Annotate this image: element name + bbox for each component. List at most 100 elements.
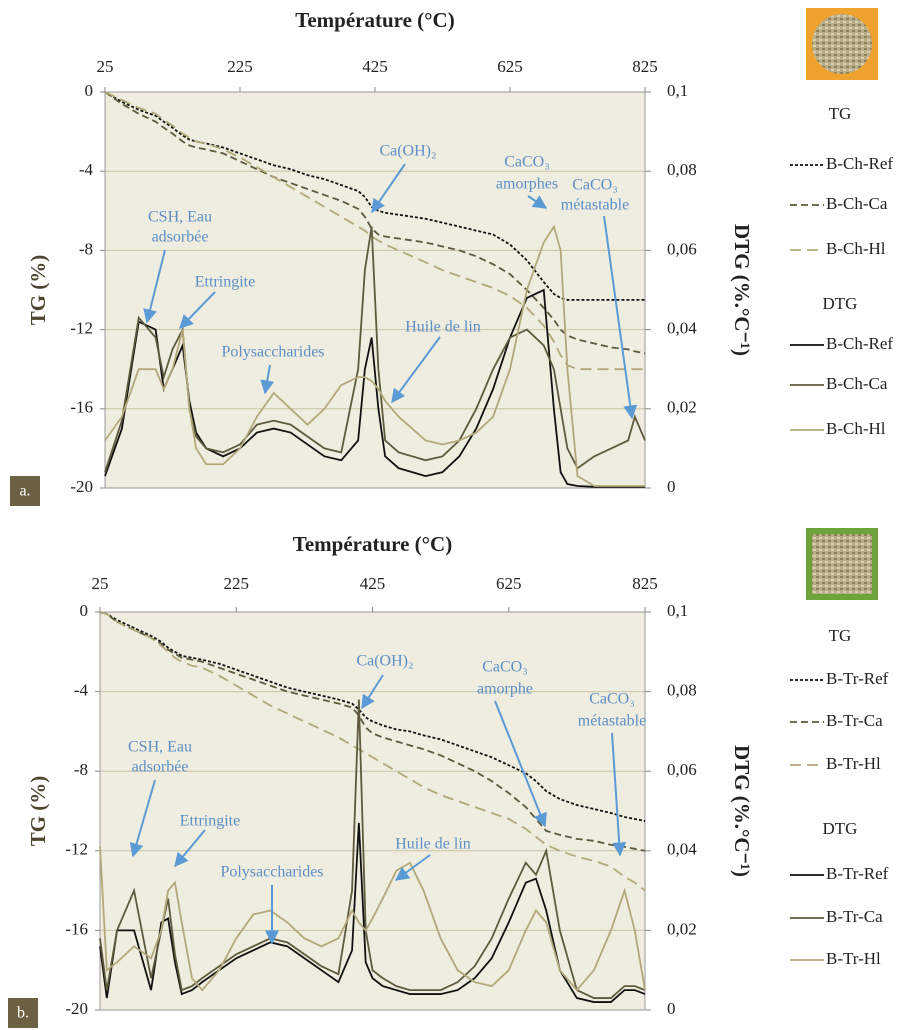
sample-thumbnail-b <box>806 528 878 600</box>
y2-tick-label: 0,04 <box>667 840 697 859</box>
tg-line <box>104 91 645 301</box>
annotation: amorphe <box>477 681 533 698</box>
panel-label: b. <box>17 1005 29 1022</box>
y2-tick-label: 0,1 <box>667 601 688 620</box>
legend-title: TG <box>829 104 852 123</box>
legend-label: B-Ch-Ref <box>826 334 893 353</box>
annotation: Ettringite <box>180 813 240 830</box>
annotation-arrow <box>527 195 548 209</box>
panel-label: a. <box>19 483 30 500</box>
x-tick-label: 825 <box>632 57 658 76</box>
panel-label-box <box>8 998 38 1028</box>
legend-title: TG <box>829 626 852 645</box>
annotation-arrow <box>174 829 206 868</box>
y-tick-label: 0 <box>80 601 89 620</box>
y2-axis-title: DTG (%.°C⁻¹) <box>730 224 754 356</box>
legend-label: B-Tr-Hl <box>826 754 881 773</box>
y-tick-label: -4 <box>79 160 94 179</box>
y-tick-label: -12 <box>70 319 93 338</box>
y-tick-label: -4 <box>74 681 89 700</box>
annotation: Ettringite <box>195 274 255 291</box>
y-tick-label: -16 <box>65 919 88 938</box>
legend-label: B-Tr-Ca <box>826 711 883 730</box>
annotation: Ca(OH)₂ <box>356 653 413 670</box>
x-axis-title: Température (°C) <box>295 8 454 32</box>
annotation: CaCO₃ <box>482 659 528 676</box>
y2-tick-label: 0,08 <box>667 681 697 700</box>
annotation: Ca(OH)₂ <box>379 143 436 160</box>
x-tick-label: 425 <box>362 57 388 76</box>
annotation-arrow <box>371 163 406 214</box>
y2-tick-label: 0,06 <box>667 239 697 258</box>
x-tick-label: 625 <box>496 574 522 593</box>
annotation-arrow <box>179 291 216 330</box>
y-tick-label: -8 <box>79 239 93 258</box>
dtg-line <box>99 822 646 1003</box>
annotation: CaCO₃ <box>504 154 550 171</box>
x-axis-title: Température (°C) <box>293 532 452 556</box>
annotation: métastable <box>561 197 629 214</box>
legend-label: B-Ch-Ref <box>826 154 893 173</box>
tg-line <box>99 611 646 892</box>
x-tick-label: 25 <box>97 57 114 76</box>
y-tick-label: -20 <box>65 999 88 1018</box>
tg-line <box>104 91 645 371</box>
legend-label: B-Tr-Ref <box>826 669 889 688</box>
annotation-arrow <box>494 700 547 828</box>
tg-line <box>104 91 646 355</box>
x-tick-label: 25 <box>92 574 109 593</box>
y-tick-label: -12 <box>65 840 88 859</box>
annotation-arrow <box>603 215 638 420</box>
annotation: Huile de lin <box>405 319 481 336</box>
y2-tick-label: 0,06 <box>667 760 697 779</box>
x-tick-label: 825 <box>632 574 658 593</box>
annotation-arrow <box>611 732 627 857</box>
y-axis-title: TG (%) <box>26 255 50 326</box>
annotation-arrow <box>260 364 275 395</box>
x-tick-label: 425 <box>360 574 386 593</box>
annotation: Huile de lin <box>395 836 471 853</box>
y2-axis-title: DTG (%.°C⁻¹) <box>730 745 754 877</box>
annotation: métastable <box>578 713 646 730</box>
legend-label: B-Ch-Hl <box>826 419 886 438</box>
legend-label: B-Ch-Ca <box>826 194 888 213</box>
plot-border <box>99 611 646 1011</box>
y-tick-label: 0 <box>85 81 94 100</box>
y-tick-label: -16 <box>70 398 93 417</box>
y-tick-label: -8 <box>74 760 88 779</box>
annotation: adsorbée <box>132 759 189 776</box>
annotation: Polysaccharides <box>221 344 324 361</box>
plot-border <box>104 91 646 489</box>
annotation: amorphes <box>496 176 558 193</box>
y2-tick-label: 0,1 <box>667 81 688 100</box>
sample-thumbnail-a <box>806 8 878 80</box>
legend-label: B-Tr-Ca <box>826 907 883 926</box>
y2-tick-label: 0,02 <box>667 919 697 938</box>
annotation: CaCO₃ <box>572 177 618 194</box>
annotation: Polysaccharides <box>220 864 323 881</box>
y2-tick-label: 0 <box>667 999 676 1018</box>
y-tick-label: -20 <box>70 477 93 496</box>
legend-title: DTG <box>823 819 858 838</box>
y2-tick-label: 0,08 <box>667 160 697 179</box>
annotation-arrow <box>143 249 166 324</box>
y2-tick-label: 0,04 <box>667 319 697 338</box>
annotation-arrow <box>391 336 441 404</box>
x-tick-label: 625 <box>497 57 523 76</box>
annotation: CSH, Eau <box>148 209 212 226</box>
legend-label: B-Ch-Ca <box>826 374 888 393</box>
tg-line <box>99 611 646 852</box>
dtg-line <box>99 699 646 999</box>
annotation: adsorbée <box>152 229 209 246</box>
annotation-arrow <box>394 854 431 881</box>
annotation: CaCO₃ <box>589 691 635 708</box>
annotation-arrow <box>129 779 156 858</box>
annotation: CSH, Eau <box>128 739 192 756</box>
legend-label: B-Ch-Hl <box>826 239 886 258</box>
dtg-line <box>104 224 645 487</box>
y2-tick-label: 0 <box>667 477 676 496</box>
panel-label-box <box>10 476 40 506</box>
